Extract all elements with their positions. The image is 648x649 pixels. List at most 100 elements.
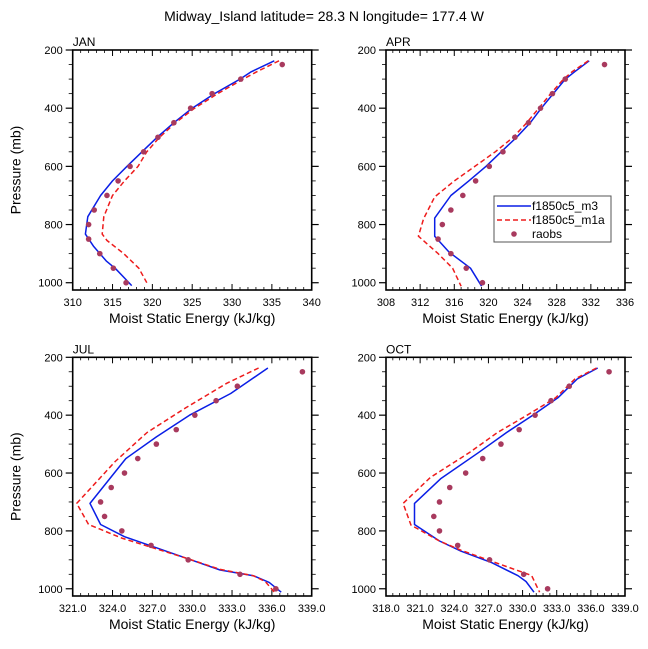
raobs-point	[123, 279, 129, 286]
x-tick-label: 339.0	[298, 603, 326, 615]
panel-label: APR	[386, 35, 411, 49]
raobs-point	[549, 90, 556, 97]
x-tick-label: 308	[377, 297, 395, 309]
x-tick-label: 340	[303, 297, 321, 309]
raobs-point	[601, 61, 608, 68]
raobs-point	[562, 76, 569, 82]
raobs-point	[498, 441, 504, 447]
raobs-point	[108, 484, 115, 491]
raobs-point	[454, 542, 461, 549]
raobs-point	[479, 455, 486, 462]
figure-title: Midway_Island latitude= 28.3 N longitude…	[164, 8, 484, 24]
y-tick-label: 1000	[352, 584, 376, 596]
y-tick-label: 200	[44, 45, 62, 57]
y-tick-label: 1000	[38, 278, 62, 290]
raobs-point	[435, 236, 441, 242]
x-tick-label: 327.0	[139, 603, 167, 615]
raobs-point	[209, 90, 215, 97]
series-line-m3	[433, 60, 590, 287]
y-tick-label: 400	[358, 103, 376, 115]
panel-label: JAN	[73, 35, 96, 49]
raobs-point	[548, 397, 554, 404]
y-tick-label: 600	[358, 161, 376, 173]
x-tick-label: 336.0	[258, 603, 286, 615]
raobs-point	[479, 279, 486, 286]
raobs-point	[544, 585, 551, 592]
y-tick-label: 400	[44, 103, 62, 115]
panel-label: OCT	[386, 342, 412, 356]
raobs-point	[171, 119, 177, 126]
y-axis-title: Pressure (mb)	[8, 126, 24, 215]
x-tick-label: 335	[263, 297, 281, 309]
y-tick-label: 400	[358, 410, 376, 422]
raobs-point	[460, 192, 466, 199]
raobs-point	[153, 441, 160, 447]
x-tick-label: 320	[143, 297, 161, 309]
plot-frame	[385, 49, 626, 291]
raobs-point	[97, 499, 104, 505]
raobs-point	[472, 178, 479, 184]
x-tick-label: 316	[445, 297, 463, 309]
plot-frame	[385, 356, 626, 597]
raobs-point	[127, 163, 133, 170]
panel-oct: OCT 318.0 321.0 324.0 327.0 330.0 333.0 336.0 33…	[352, 342, 639, 632]
raobs-point	[463, 265, 470, 271]
x-tick-label: 318.0	[372, 603, 400, 615]
raobs-point	[234, 383, 241, 390]
legend-label: raobs	[532, 227, 562, 241]
raobs-point	[448, 250, 454, 257]
x-tick-label: 327.0	[475, 603, 503, 615]
panel-label: JUL	[73, 342, 95, 356]
x-tick-label: 324.0	[99, 603, 127, 615]
raobs-point	[140, 149, 147, 155]
panel-jan: JAN 310 315 320 325 330 335 340 200 400 600 800 1000…	[8, 35, 321, 326]
raobs-point	[436, 499, 443, 505]
raobs-point	[566, 383, 573, 390]
raobs-point	[537, 105, 544, 111]
y-tick-label: 1000	[352, 278, 376, 290]
raobs-point	[448, 207, 454, 213]
y-tick-label: 600	[44, 468, 62, 480]
x-tick-label: 333.0	[543, 603, 571, 615]
raobs-point	[273, 585, 279, 592]
series-line-m3	[84, 60, 275, 287]
x-tick-label: 330.0	[178, 603, 206, 615]
raobs-point	[532, 412, 538, 418]
y-tick-label: 400	[44, 410, 62, 422]
raobs-point	[500, 149, 506, 155]
y-tick-label: 200	[358, 45, 376, 57]
raobs-point	[486, 557, 493, 563]
x-axis-title: Moist Static Energy (kJ/kg)	[422, 310, 589, 326]
x-tick-label: 330.0	[509, 603, 537, 615]
raobs-point	[173, 426, 180, 433]
series-line-m1a	[402, 367, 597, 593]
raobs-point	[520, 571, 527, 578]
raobs-point	[96, 250, 103, 257]
plot-frame	[71, 49, 313, 291]
x-tick-label: 336.0	[577, 603, 605, 615]
series-line-m3	[413, 367, 599, 593]
raobs-point	[213, 397, 219, 404]
series-line-m1a	[417, 60, 589, 287]
y-tick-label: 600	[44, 161, 62, 173]
y-axis-title: Pressure (mb)	[8, 432, 24, 521]
raobs-point	[121, 470, 128, 476]
x-axis-title: Moist Static Energy (kJ/kg)	[109, 310, 276, 326]
raobs-point	[237, 571, 243, 578]
raobs-point	[115, 178, 121, 184]
x-tick-label: 328	[548, 297, 566, 309]
raobs-point	[134, 455, 141, 462]
x-tick-label: 325	[183, 297, 201, 309]
raobs-point	[91, 207, 98, 213]
y-tick-label: 1000	[38, 584, 62, 596]
series-line-m1a	[75, 367, 276, 593]
raobs-point	[237, 76, 244, 82]
raobs-point	[279, 61, 286, 68]
y-tick-label: 600	[358, 468, 376, 480]
panel-jul: JUL 321.0 324.0 327.0 330.0 333.0 336.0 339.0 20…	[8, 342, 326, 632]
raobs-point	[187, 105, 194, 111]
raobs-point	[299, 368, 306, 375]
x-tick-label: 324.0	[441, 603, 469, 615]
y-tick-label: 200	[358, 352, 376, 364]
